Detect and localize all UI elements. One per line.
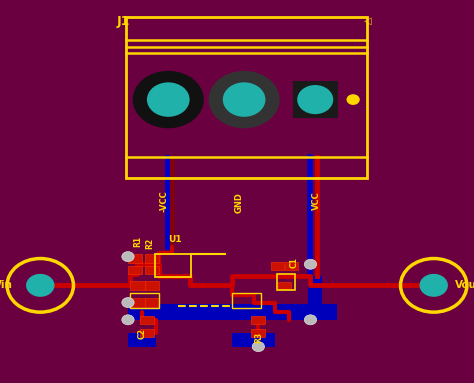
Bar — [128, 254, 142, 263]
Bar — [251, 316, 265, 324]
Text: J1: J1 — [116, 15, 129, 28]
Bar — [130, 293, 159, 308]
Circle shape — [122, 315, 134, 325]
Bar — [285, 262, 298, 270]
Circle shape — [133, 71, 204, 128]
Circle shape — [26, 274, 55, 297]
Bar — [145, 254, 159, 263]
Bar — [232, 293, 261, 308]
Text: GND: GND — [235, 193, 244, 213]
Polygon shape — [128, 247, 337, 320]
Bar — [278, 282, 291, 289]
Text: C2: C2 — [138, 328, 146, 339]
Bar — [293, 81, 337, 118]
Text: VCC: VCC — [312, 192, 321, 210]
Bar — [130, 281, 145, 290]
Text: R2: R2 — [145, 237, 154, 249]
Circle shape — [304, 259, 317, 269]
Circle shape — [304, 315, 317, 325]
Bar — [251, 329, 265, 337]
Circle shape — [419, 274, 448, 297]
Circle shape — [209, 71, 280, 128]
Text: U1: U1 — [169, 235, 182, 244]
Bar — [155, 254, 191, 277]
Circle shape — [122, 298, 134, 308]
Bar — [140, 329, 154, 337]
Bar — [140, 316, 154, 324]
Text: Vout: Vout — [455, 280, 474, 290]
Bar — [277, 274, 295, 290]
Text: R1: R1 — [133, 236, 142, 247]
Circle shape — [122, 252, 134, 262]
Text: Vin: Vin — [0, 280, 13, 290]
Text: C1: C1 — [290, 257, 298, 268]
Bar — [145, 266, 159, 274]
Polygon shape — [128, 333, 156, 347]
Bar — [271, 262, 284, 270]
Bar — [126, 17, 367, 178]
Circle shape — [297, 85, 333, 114]
Circle shape — [223, 82, 265, 117]
Polygon shape — [232, 333, 275, 347]
Text: R3: R3 — [254, 331, 263, 343]
Bar — [128, 266, 142, 274]
Bar — [145, 281, 159, 290]
Circle shape — [147, 82, 190, 117]
Bar — [130, 298, 145, 307]
Circle shape — [346, 94, 360, 105]
Text: ◁: ◁ — [364, 16, 371, 26]
Circle shape — [252, 342, 264, 352]
Bar — [145, 298, 159, 307]
Text: -VCC: -VCC — [159, 190, 168, 212]
